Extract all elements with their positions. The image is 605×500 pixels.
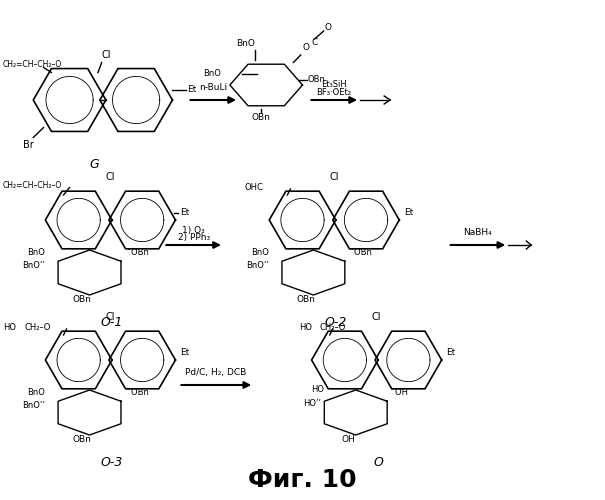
Text: Et: Et: [180, 348, 189, 357]
Text: OBn: OBn: [307, 76, 325, 84]
Text: OHC: OHC: [244, 183, 263, 192]
Text: HO: HO: [299, 323, 312, 332]
Text: Cl: Cl: [105, 172, 115, 182]
Text: CH₂=CH–CH₂–O: CH₂=CH–CH₂–O: [3, 180, 62, 190]
Text: G: G: [89, 158, 99, 172]
Text: OBn: OBn: [72, 296, 91, 304]
Text: CH₂–O: CH₂–O: [24, 323, 51, 332]
Text: C: C: [312, 38, 318, 47]
Text: CH₂–O: CH₂–O: [319, 323, 346, 332]
Text: BnO: BnO: [27, 388, 45, 397]
Text: Cl: Cl: [371, 312, 381, 322]
Text: BnO: BnO: [203, 70, 221, 78]
Text: Br: Br: [23, 140, 34, 150]
Text: OH: OH: [341, 436, 355, 444]
Text: Cl: Cl: [101, 50, 111, 60]
Text: Et: Et: [446, 348, 456, 357]
Text: O-3: O-3: [101, 456, 123, 469]
Text: Cl: Cl: [329, 172, 339, 182]
Text: O: O: [302, 43, 309, 52]
Text: Et: Et: [188, 86, 197, 94]
Text: BF₃·OEt₂: BF₃·OEt₂: [316, 88, 352, 97]
Text: ’’OBn: ’’OBn: [350, 248, 373, 257]
Text: Et: Et: [180, 208, 189, 217]
Text: O-2: O-2: [325, 316, 347, 329]
Text: BnO: BnO: [27, 248, 45, 257]
Text: OBn: OBn: [72, 436, 91, 444]
Text: NaBH₄: NaBH₄: [463, 228, 492, 237]
Text: CH₂=CH–CH₂–O: CH₂=CH–CH₂–O: [3, 60, 62, 70]
Text: O: O: [373, 456, 383, 469]
Text: OBn: OBn: [296, 296, 315, 304]
Text: BnO’’: BnO’’: [246, 260, 269, 270]
Text: ’’OBn: ’’OBn: [126, 388, 149, 397]
Text: OBn: OBn: [252, 113, 271, 122]
Text: BnO: BnO: [251, 248, 269, 257]
Text: Pd/C, H₂, DCB: Pd/C, H₂, DCB: [185, 368, 247, 377]
Text: Et: Et: [404, 208, 413, 217]
Text: Cl: Cl: [105, 312, 115, 322]
Text: ’’OH: ’’OH: [390, 388, 408, 397]
Text: BnO’’: BnO’’: [22, 400, 45, 409]
Text: n-BuLi: n-BuLi: [199, 83, 227, 92]
Text: Et₃SiH: Et₃SiH: [321, 80, 347, 90]
Text: BnO: BnO: [237, 40, 255, 48]
Text: 1) O₃: 1) O₃: [182, 226, 205, 234]
Text: O-1: O-1: [101, 316, 123, 329]
Text: 2) PPh₃: 2) PPh₃: [177, 233, 210, 242]
Text: O: O: [324, 23, 332, 32]
Text: HO: HO: [3, 323, 16, 332]
Text: BnO’’: BnO’’: [22, 260, 45, 270]
Text: HO: HO: [311, 386, 324, 394]
Text: HO’’: HO’’: [302, 400, 321, 408]
Text: Фиг. 10: Фиг. 10: [248, 468, 357, 492]
Text: ’’OBn: ’’OBn: [126, 248, 149, 257]
